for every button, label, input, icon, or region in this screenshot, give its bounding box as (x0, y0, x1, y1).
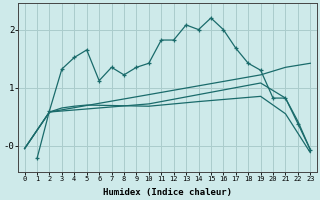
X-axis label: Humidex (Indice chaleur): Humidex (Indice chaleur) (103, 188, 232, 197)
